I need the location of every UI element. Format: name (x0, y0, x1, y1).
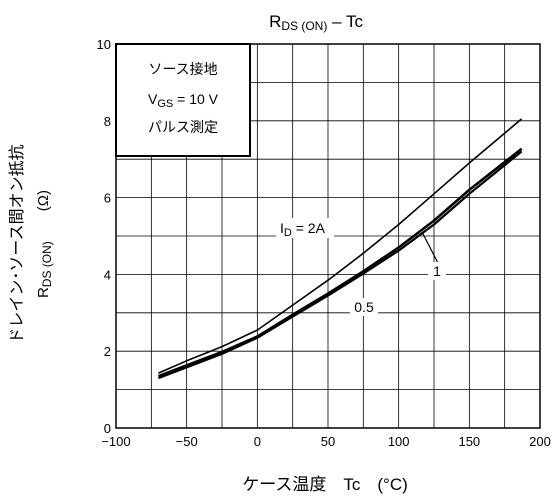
conditions-box: ソース接地 VGS = 10 V パルス測定 (115, 43, 251, 157)
conditions-line3: パルス測定 (148, 119, 218, 135)
tick-labels: −100 −50 0 50 100 150 200 0 2 4 6 8 10 (97, 37, 551, 449)
series-label-bg-1 (428, 262, 446, 280)
chart-title-subscript: DS (ON) (281, 19, 327, 33)
y-axis-label-line1: ドレイン･ソース間オン抵抗 (8, 144, 26, 343)
y-tick-label: 4 (104, 267, 111, 282)
plot-frame (115, 43, 541, 429)
y-tick-label: 10 (97, 37, 111, 52)
x-tick-label: 50 (321, 434, 335, 449)
series-label-2a: ID = 2A (280, 220, 326, 239)
series-leader-1 (421, 231, 439, 264)
x-axis-label: ケース温度 Tc (°C) (242, 475, 408, 494)
series-label-05: 0.5 (354, 299, 374, 315)
series-line-2 (157, 147, 523, 378)
conditions-line1: ソース接地 (148, 61, 217, 77)
x-tick-label: −50 (176, 434, 198, 449)
series-label-bg-2a (276, 218, 334, 238)
series-line-3 (158, 150, 523, 380)
x-tick-label: 0 (254, 434, 261, 449)
y-tick-label: 2 (104, 344, 111, 359)
y-tick-label: 0 (104, 421, 111, 436)
x-tick-label: 100 (388, 434, 410, 449)
series-lines (157, 118, 523, 380)
y-axis-label-line2: RDS (ON) (Ω) (35, 190, 54, 298)
conditions-box-frame (115, 43, 251, 157)
series-labels: ID = 2A 1 0.5 (276, 218, 446, 316)
y-tick-label: 8 (104, 114, 111, 129)
x-tick-label: −100 (101, 434, 130, 449)
series-label-1: 1 (433, 263, 441, 279)
grid (115, 43, 541, 429)
y-tick-label: 6 (104, 191, 111, 206)
series-label-bg-05 (350, 298, 378, 316)
series-line-1 (158, 118, 523, 374)
x-tick-label: 200 (529, 434, 551, 449)
x-tick-label: 150 (458, 434, 480, 449)
chart-title: RDS (ON) – Tc (269, 12, 363, 33)
conditions-line2: VGS = 10 V (148, 91, 219, 110)
